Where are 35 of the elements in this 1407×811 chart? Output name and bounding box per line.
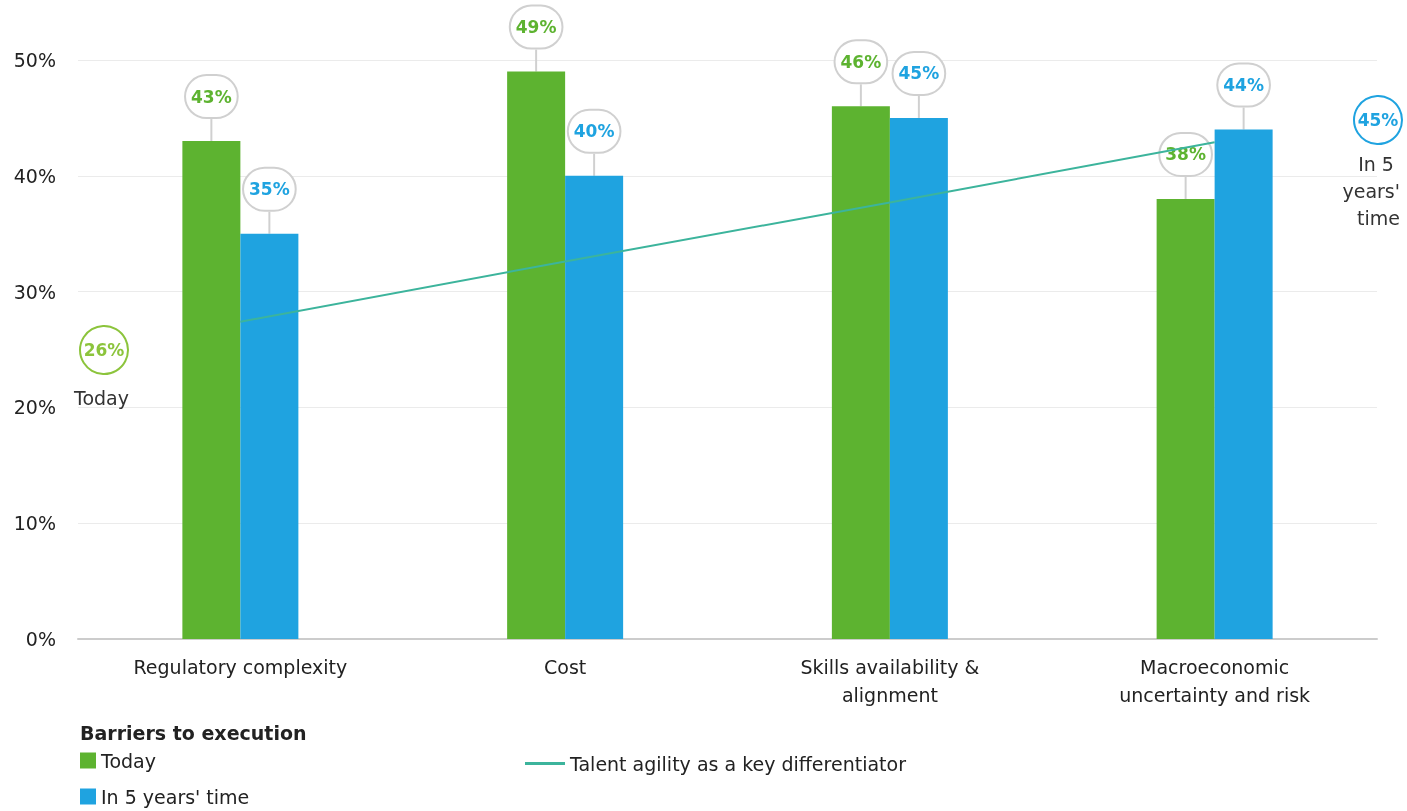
data-label: 45% — [898, 63, 940, 84]
data-label: 49% — [515, 17, 557, 38]
annotation: 45% — [1357, 110, 1399, 130]
bar — [565, 175, 624, 639]
bar — [240, 233, 299, 639]
y-tick-label: 50% — [13, 49, 56, 71]
bar — [889, 117, 948, 639]
bar — [1156, 198, 1215, 639]
legend-label: In 5 years' time — [101, 785, 250, 808]
annotation: In 5 years' time — [1342, 152, 1400, 229]
y-tick-label: 20% — [13, 396, 56, 419]
legend-label: Talent agility as a key differentiator — [569, 752, 907, 775]
x-tick-label: Regulatory complexity — [133, 656, 348, 678]
bar — [831, 106, 890, 639]
data-label: 46% — [840, 51, 882, 72]
y-tick-label: 30% — [13, 280, 56, 303]
y-tick-label: 10% — [13, 512, 56, 535]
annotation: 26% — [83, 340, 125, 360]
x-tick-label: Skills availability & alignment — [800, 656, 980, 706]
x-tick-label: Macroeconomic uncertainty and risk — [1119, 656, 1311, 706]
legend-label: Today — [100, 749, 156, 772]
x-tick-label: Cost — [544, 656, 587, 678]
bar — [1214, 129, 1273, 639]
bar — [507, 71, 566, 639]
legend-title: Barriers to execution — [80, 721, 307, 744]
y-tick-label: 40% — [13, 164, 56, 187]
data-label: 38% — [1165, 144, 1206, 165]
data-label: 35% — [249, 179, 290, 200]
data-label: 40% — [573, 121, 615, 142]
line-series — [239, 141, 1216, 323]
y-tick-label: 0% — [25, 628, 56, 650]
data-label: 44% — [1223, 74, 1264, 95]
data-label: 43% — [191, 86, 232, 107]
bar — [182, 141, 241, 639]
annotation: Today — [73, 386, 129, 409]
